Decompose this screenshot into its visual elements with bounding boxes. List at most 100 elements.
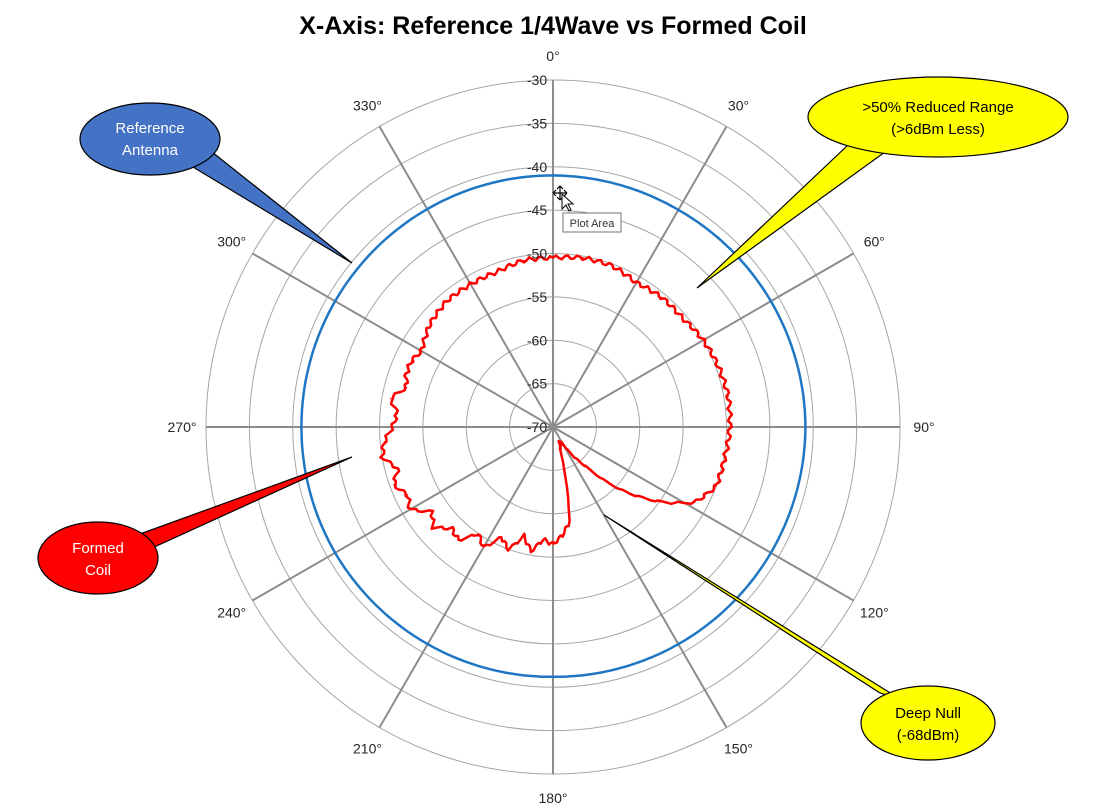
data-point	[409, 508, 412, 511]
angle-tick-label: 240°	[217, 605, 246, 621]
grid-spoke	[552, 426, 855, 602]
callout-text: Reference	[115, 120, 184, 137]
data-point	[397, 467, 399, 470]
radial-tick-label: -50	[527, 246, 547, 262]
data-point	[391, 426, 394, 428]
plot-area-tooltip: Plot Area	[552, 185, 622, 233]
callout-bubble	[79, 102, 221, 176]
data-point	[381, 456, 383, 458]
angle-tick-label: 120°	[860, 605, 889, 621]
data-point	[561, 534, 564, 536]
data-point	[681, 317, 684, 320]
polar-grid	[205, 79, 901, 775]
grid-spoke	[378, 426, 554, 729]
tooltip-text: Plot Area	[570, 218, 616, 230]
data-point	[552, 676, 554, 678]
radial-tick-label: -45	[527, 202, 547, 218]
data-point	[523, 535, 525, 537]
tick-labels: -30 -35 -40 -45 -50 -55 -60 -65 -70 0° 30° 60° 90° 12…	[168, 48, 935, 805]
data-point	[559, 451, 562, 453]
callout-text: (>6dBm Less)	[891, 121, 985, 138]
series-formed-coil	[379, 254, 734, 554]
angle-tick-label: 0°	[546, 48, 559, 64]
data-point	[383, 440, 386, 443]
data-point	[426, 643, 429, 645]
callout-text: (-68dBm)	[897, 727, 960, 744]
grid-spoke	[251, 252, 554, 428]
callout-deep-null: Deep Null (-68dBm)	[603, 514, 996, 761]
data-point	[715, 485, 717, 488]
series-layer	[300, 174, 807, 679]
angle-tick-label: 270°	[168, 419, 197, 435]
data-point	[635, 282, 638, 284]
data-point	[431, 510, 434, 513]
angle-tick-label: 210°	[353, 740, 382, 756]
callout-bubble	[807, 76, 1069, 158]
data-point	[552, 257, 554, 259]
data-point	[396, 412, 399, 415]
data-point	[727, 395, 729, 397]
data-point	[770, 300, 772, 303]
data-point	[406, 494, 409, 496]
data-point	[542, 538, 544, 541]
data-point	[482, 546, 485, 548]
data-point	[585, 466, 588, 468]
callout-text: Coil	[85, 562, 111, 579]
data-point	[451, 527, 453, 529]
data-point	[393, 484, 395, 486]
radial-tick-label: -65	[527, 376, 547, 392]
data-point	[677, 209, 680, 211]
callout-text: Deep Null	[895, 705, 961, 722]
move-cursor-icon	[552, 185, 575, 212]
angle-tick-label: 150°	[724, 740, 753, 756]
data-point	[677, 643, 680, 645]
data-point	[405, 386, 408, 389]
data-point	[660, 296, 663, 299]
data-point	[702, 339, 705, 342]
radial-tick-label: -30	[527, 72, 547, 88]
data-point	[729, 426, 731, 428]
data-point	[429, 323, 431, 325]
data-point	[658, 500, 661, 503]
data-point	[334, 552, 336, 554]
callout-text: Antenna	[122, 142, 179, 159]
data-point	[558, 442, 561, 444]
angle-tick-label: 30°	[728, 98, 749, 114]
data-point	[552, 174, 554, 177]
data-point	[477, 532, 480, 535]
radial-tick-label: -60	[527, 332, 547, 348]
callout-formed-coil: Formed Coil	[37, 456, 353, 595]
radial-tick-label: -55	[527, 289, 547, 305]
data-point	[500, 536, 503, 538]
angle-tick-label: 180°	[539, 790, 568, 805]
data-point	[723, 456, 726, 459]
grid-spoke	[552, 125, 728, 428]
data-point	[770, 552, 772, 554]
callout-reduced-range: >50% Reduced Range (>6dBm Less)	[696, 76, 1069, 289]
tooltip-box	[562, 212, 622, 233]
angle-tick-label: 330°	[353, 98, 382, 114]
data-point	[432, 526, 435, 529]
data-point	[693, 501, 696, 504]
data-point	[300, 426, 303, 428]
data-point	[565, 485, 568, 488]
data-point	[717, 366, 720, 368]
data-point	[410, 360, 413, 362]
callout-reference-antenna: Reference Antenna	[79, 102, 353, 264]
data-point	[507, 548, 510, 551]
data-point	[582, 257, 584, 259]
data-point	[522, 259, 525, 262]
data-point	[389, 397, 392, 400]
data-point	[530, 550, 532, 552]
chart-title: X-Axis: Reference 1/4Wave vs Formed Coil	[299, 12, 807, 40]
data-point	[610, 264, 613, 267]
data-point	[804, 426, 807, 428]
radial-tick-label: -70	[527, 419, 547, 435]
grid-spoke	[378, 125, 554, 428]
callout-bubble	[860, 685, 996, 761]
series-line	[379, 254, 734, 554]
data-point	[420, 350, 423, 352]
series-reference	[300, 174, 807, 679]
data-point	[568, 520, 571, 522]
